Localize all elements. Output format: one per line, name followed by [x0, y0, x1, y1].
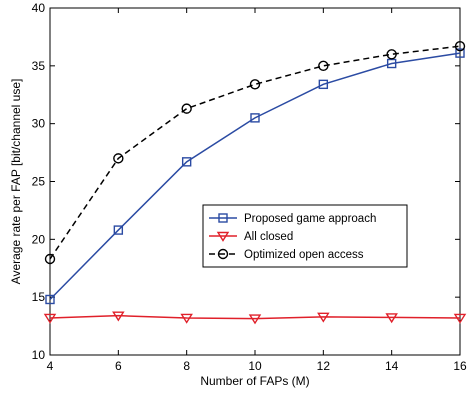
legend-marker [216, 231, 230, 242]
x-axis-label: Number of FAPs (M) [200, 374, 309, 388]
legend: Proposed game approach All closed Optimize… [202, 204, 408, 268]
data-point [249, 79, 261, 90]
x-tick-label: 14 [385, 359, 399, 373]
series-line [49, 45, 461, 260]
y-tick-label: 35 [32, 59, 46, 73]
y-tick-label: 10 [32, 348, 46, 362]
data-point [112, 311, 125, 322]
data-point [181, 157, 192, 167]
data-point [250, 113, 260, 123]
y-tick-label: 25 [32, 175, 46, 189]
legend-item: All closed [209, 231, 293, 243]
data-point [386, 49, 397, 60]
data-point [318, 60, 329, 72]
y-tick-label: 15 [32, 290, 46, 304]
legend-label: Optimized open access [244, 249, 364, 261]
legend-marker [217, 248, 229, 260]
series-1 [43, 311, 467, 325]
x-tick-label: 12 [317, 359, 331, 373]
x-tick-label: 6 [115, 359, 122, 373]
data-point [454, 40, 466, 52]
series-2 [44, 40, 466, 265]
y-tick-label: 40 [32, 1, 46, 15]
data-point [455, 48, 465, 58]
data-point [453, 313, 467, 324]
axis-ticks: 4 6 8 10 12 14 16 10 15 20 25 30 35 40 [32, 1, 467, 373]
legend-label: Proposed game approach [244, 213, 376, 225]
plot-area [49, 7, 461, 356]
series-line [49, 314, 461, 320]
data-point [44, 253, 56, 265]
series-layer [43, 40, 467, 325]
data-point [45, 294, 55, 305]
legend-item: Optimized open access [209, 248, 364, 261]
y-tick-label: 20 [32, 232, 46, 246]
data-point [113, 153, 124, 164]
data-point [43, 313, 57, 324]
data-point [385, 313, 398, 324]
data-point [180, 313, 193, 324]
legend-marker [218, 213, 228, 223]
x-tick-label: 8 [183, 359, 190, 373]
x-tick-label: 16 [453, 359, 467, 373]
y-tick-label: 30 [32, 117, 46, 131]
series-line [49, 52, 461, 301]
data-point [113, 225, 124, 235]
series-0 [45, 48, 465, 305]
y-axis-label: Average rate per FAP [bit/channel use] [9, 79, 23, 285]
data-point [248, 314, 262, 325]
data-point [386, 58, 397, 69]
x-tick-label: 4 [47, 359, 54, 373]
legend-item: Proposed game approach [209, 213, 376, 225]
data-point [181, 103, 192, 114]
data-point [318, 79, 329, 90]
legend-label: All closed [244, 231, 293, 243]
x-tick-label: 10 [248, 359, 262, 373]
data-point [317, 312, 330, 323]
